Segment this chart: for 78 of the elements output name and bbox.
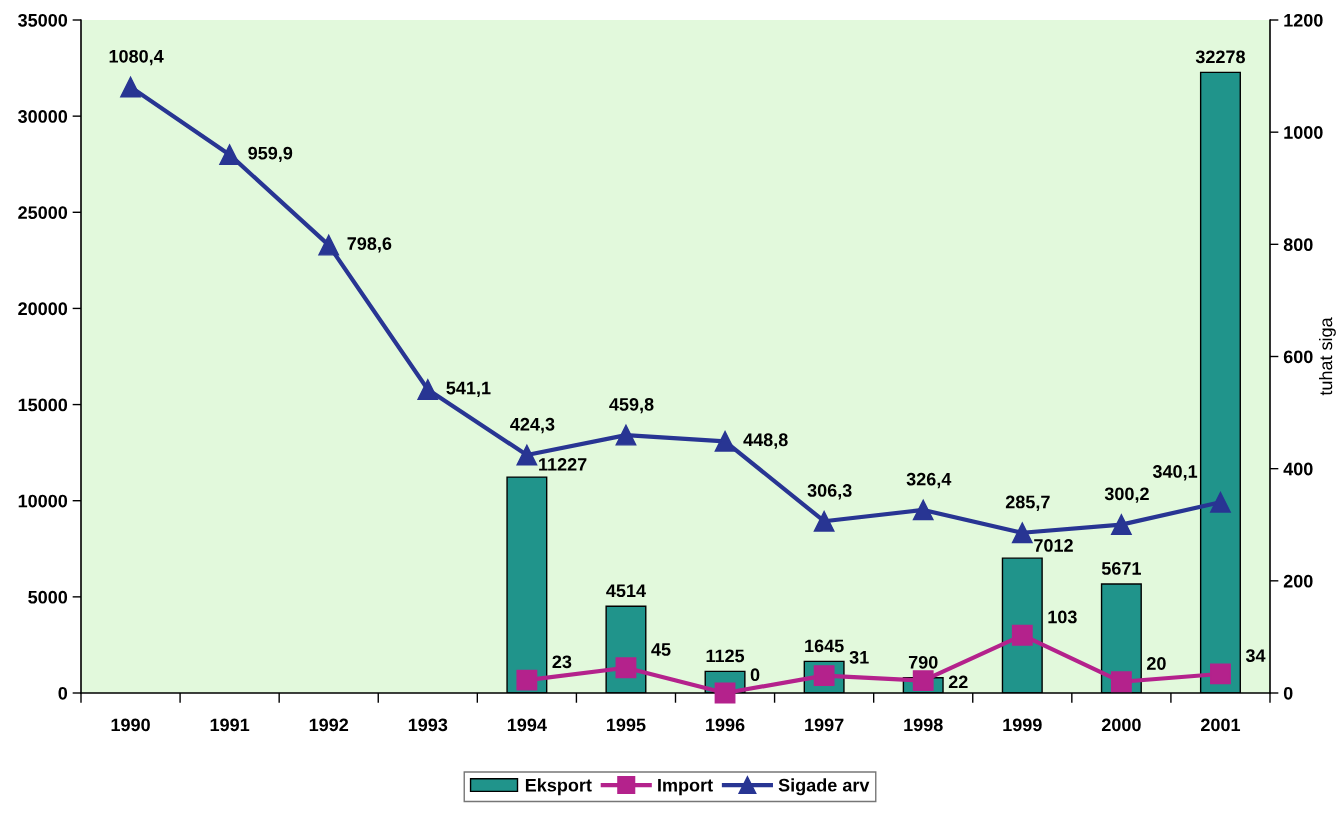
point bbox=[813, 510, 835, 532]
x-tick-label: 1997 bbox=[805, 718, 844, 732]
data-label: 5671 bbox=[1101, 562, 1141, 575]
data-label: 31 bbox=[849, 650, 869, 664]
y-tick-label: 25000 bbox=[18, 206, 68, 220]
point bbox=[318, 234, 340, 256]
data-label: 7012 bbox=[1034, 539, 1073, 552]
x-tick-label: 1999 bbox=[1003, 718, 1042, 732]
point bbox=[219, 144, 241, 166]
y-tick-label: 10000 bbox=[18, 494, 68, 508]
data-label: 20 bbox=[1147, 657, 1166, 670]
x-tick-label: 1992 bbox=[309, 718, 349, 732]
x-tick-label: 2000 bbox=[1101, 718, 1141, 732]
y2-tick-label: 0 bbox=[1283, 686, 1293, 700]
x-tick-label: 2001 bbox=[1201, 718, 1241, 732]
data-label: 541,1 bbox=[446, 381, 491, 397]
point bbox=[912, 670, 934, 692]
point bbox=[1210, 663, 1231, 685]
data-label: 45 bbox=[651, 643, 671, 656]
data-label: 326,4 bbox=[906, 472, 952, 489]
x-tick-label: 1998 bbox=[904, 718, 943, 732]
data-label: 798,6 bbox=[347, 237, 392, 253]
data-label: 34 bbox=[1245, 649, 1266, 663]
y2-axis-title: tuhat siga bbox=[1319, 317, 1336, 396]
point bbox=[1110, 671, 1132, 693]
data-label: 340,1 bbox=[1152, 465, 1198, 481]
data-label: 11227 bbox=[539, 457, 587, 471]
y-tick-label: 0 bbox=[58, 686, 68, 700]
data-label: 22 bbox=[948, 675, 968, 689]
point bbox=[120, 76, 141, 98]
y2-tick-label: 800 bbox=[1283, 238, 1313, 252]
point bbox=[1110, 514, 1132, 536]
y2-tick-label: 200 bbox=[1283, 574, 1313, 588]
data-label: 285,7 bbox=[1005, 495, 1050, 511]
x-tick-label: 1990 bbox=[111, 718, 150, 732]
data-label: 103 bbox=[1048, 610, 1077, 624]
data-label: 1125 bbox=[706, 649, 745, 663]
data-label: 306,3 bbox=[807, 484, 852, 500]
y2-tick-label: 600 bbox=[1283, 350, 1313, 364]
point bbox=[1011, 522, 1033, 544]
data-label: 32278 bbox=[1195, 50, 1246, 64]
data-label: 959,9 bbox=[248, 146, 293, 163]
legend-label: Sigade arv bbox=[778, 778, 870, 796]
y-tick-label: 20000 bbox=[18, 302, 68, 316]
data-label: 0 bbox=[750, 668, 760, 682]
point bbox=[417, 379, 439, 400]
point bbox=[516, 444, 538, 466]
point bbox=[714, 430, 736, 452]
data-label: 424,3 bbox=[510, 417, 555, 434]
y2-tick-label: 1200 bbox=[1284, 13, 1323, 27]
x-tick-label: 1994 bbox=[507, 718, 547, 732]
y-tick-label: 15000 bbox=[18, 398, 68, 412]
x-tick-label: 1993 bbox=[408, 718, 448, 732]
data-label: 1080,4 bbox=[109, 49, 164, 66]
y2-tick-label: 1000 bbox=[1284, 126, 1323, 139]
data-label: 790 bbox=[908, 655, 938, 669]
point bbox=[516, 669, 538, 691]
point bbox=[1210, 491, 1231, 513]
x-tick-label: 1996 bbox=[706, 718, 745, 732]
y2-tick-label: 400 bbox=[1283, 462, 1313, 476]
x-tick-label: 1995 bbox=[607, 718, 646, 732]
data-label: 300,2 bbox=[1104, 487, 1149, 503]
x-tick-label: 1991 bbox=[210, 718, 250, 732]
y-tick-label: 30000 bbox=[18, 110, 68, 123]
data-label: 448,8 bbox=[743, 433, 788, 449]
data-label: 4514 bbox=[606, 584, 646, 598]
y-tick-label: 5000 bbox=[28, 590, 68, 604]
point bbox=[615, 424, 637, 446]
legend-label: Eksport bbox=[525, 778, 592, 796]
point bbox=[615, 657, 637, 679]
data-label: 459,8 bbox=[609, 397, 654, 414]
data-label: 1645 bbox=[805, 639, 844, 653]
point bbox=[1011, 624, 1033, 646]
legend-label: Import bbox=[658, 778, 713, 796]
data-label: 23 bbox=[552, 655, 572, 669]
y-tick-label: 35000 bbox=[18, 13, 68, 27]
point bbox=[714, 682, 736, 704]
point bbox=[912, 499, 934, 521]
